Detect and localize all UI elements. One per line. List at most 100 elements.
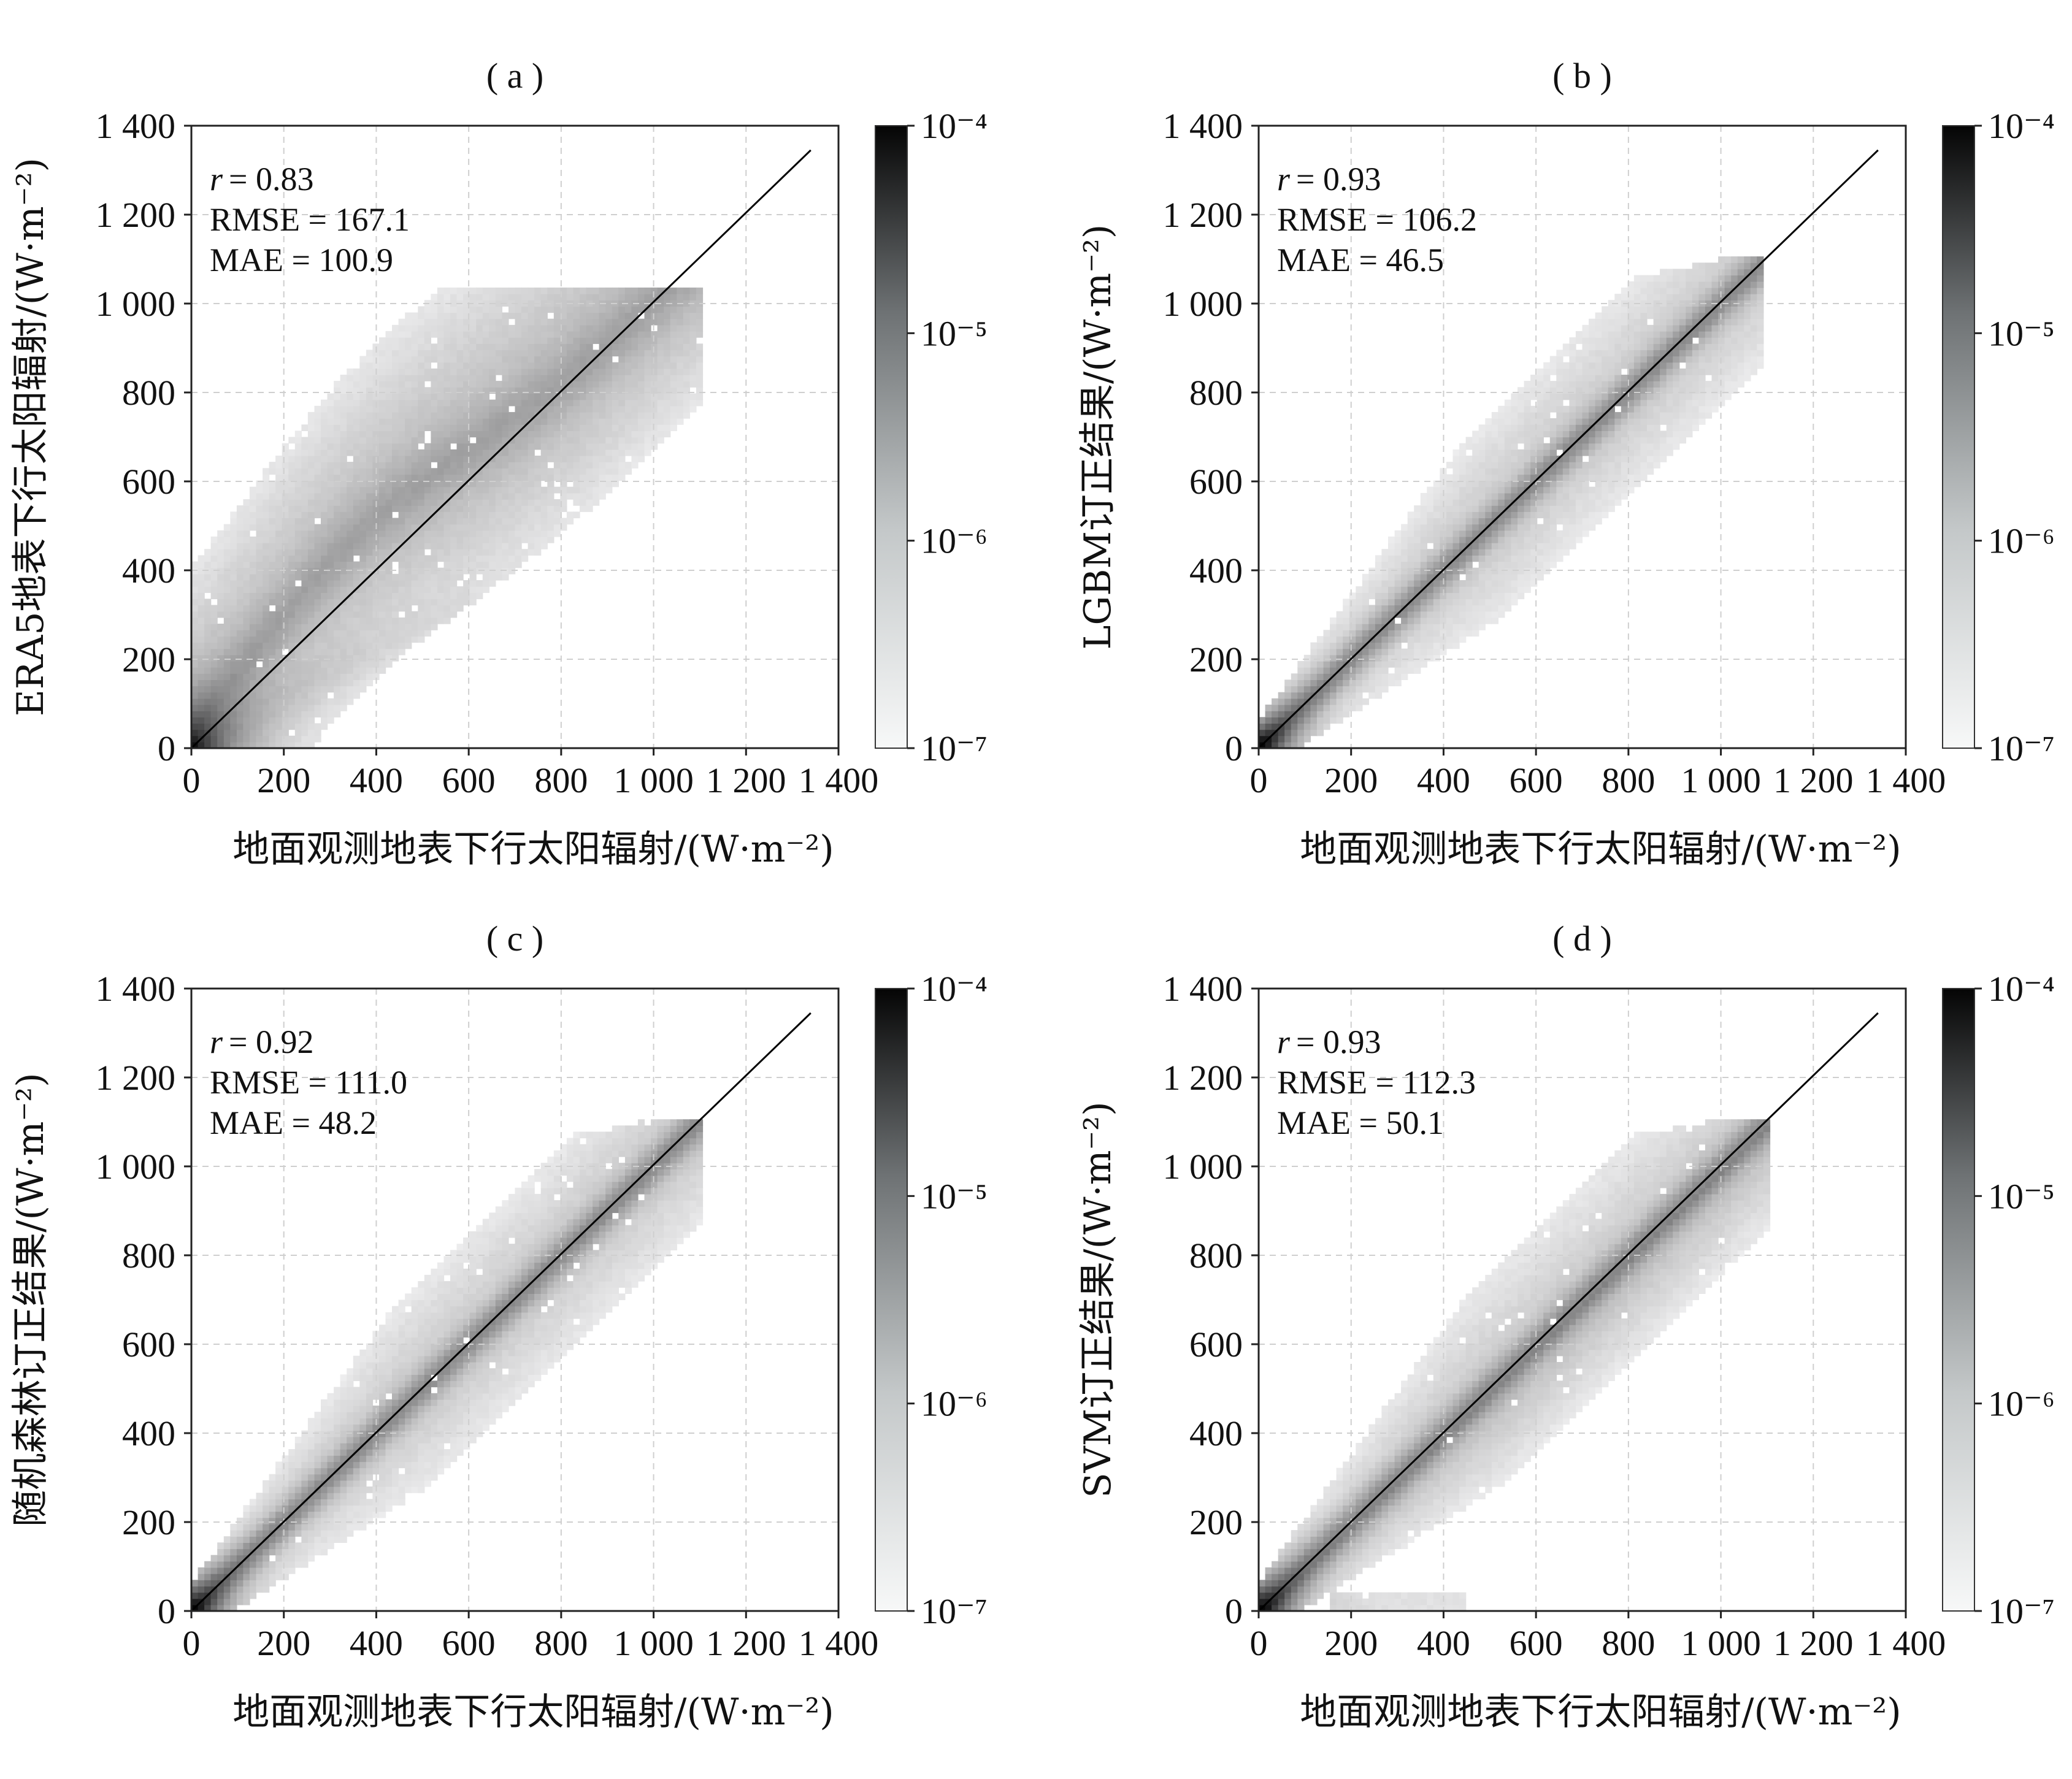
density-cell [560,499,567,506]
density-cell [385,592,393,600]
density-cell [1549,555,1557,562]
density-cell [463,294,470,300]
density-cell [307,617,315,624]
density-cell [198,555,205,562]
density-cell [495,337,502,344]
density-cell [534,424,542,431]
density-cell [456,424,464,431]
density-cell [198,660,205,668]
density-cell [301,660,309,668]
density-cell [502,393,509,400]
density-cell [1330,705,1337,711]
density-cell [1414,648,1421,656]
density-cell [1511,555,1518,562]
density-cell [1537,449,1544,456]
density-cell [540,536,548,543]
density-cell [547,294,554,300]
stat-r-symbol: r [210,161,223,197]
density-cell [431,393,438,400]
density-cell [1569,437,1576,444]
density-cell [463,536,470,543]
density-cell [443,399,451,407]
density-cell [515,555,522,562]
density-cell [198,611,205,618]
density-cell [1543,468,1551,475]
density-cell [288,636,296,643]
density-cell [1375,592,1383,600]
density-cell [463,375,470,381]
density-cell [314,549,321,556]
density-cell [437,437,445,444]
density-cell [469,586,477,593]
density-cell [534,505,542,512]
density-cell [191,611,199,618]
density-cell [1530,424,1538,431]
density-cell [1518,492,1525,500]
density-cell [191,617,199,624]
density-cell [553,511,561,519]
density-cell [288,692,296,699]
density-cell [1640,443,1648,450]
density-cell [223,561,231,568]
density-cell [327,698,334,705]
density-cell [1633,375,1641,381]
density-cell [599,430,606,438]
density-cell [637,437,645,444]
density-cell [359,630,367,637]
density-cell [508,387,516,394]
density-cell [1284,686,1292,693]
density-cell [495,480,502,488]
density-cell [359,430,367,438]
density-cell [398,636,405,643]
density-cell [191,654,199,662]
density-cell [1433,543,1440,549]
density-cell [1362,673,1369,680]
density-cell [223,599,231,606]
density-cell [243,573,250,581]
density-cell [540,486,548,494]
density-cell [1608,424,1615,431]
density-cell [489,492,496,500]
density-cell [1498,505,1505,512]
density-cell [366,356,374,363]
density-cell [528,456,535,462]
density-cell [631,362,639,369]
density-cell [1368,686,1376,693]
density-cell [288,667,296,674]
density-cell [463,411,470,419]
density-cell [489,399,496,407]
density-cell [314,474,321,481]
density-cell [618,356,626,363]
density-cell [334,492,341,500]
density-cell [1381,561,1389,568]
density-cell [1504,592,1512,600]
density-cell [321,462,328,469]
density-cell [605,468,613,475]
density-cell [437,449,445,456]
density-cell [249,624,257,630]
density-cell [1627,468,1635,475]
density-cell [307,654,315,662]
density-cell [1310,679,1318,687]
plot-frame [190,124,840,749]
density-cell [547,331,554,338]
density-cell [1647,437,1654,444]
density-cell [657,375,664,381]
density-cell [1627,456,1635,462]
density-cell [456,294,464,300]
density-cell [1433,480,1440,488]
density-cell [1375,667,1383,674]
density-cell [301,486,309,494]
density-cell [534,511,542,519]
density-cell [1518,586,1525,593]
density-cell [456,324,464,332]
density-cell [553,294,561,300]
density-cell [405,356,412,363]
density-cell [204,741,212,749]
density-cell [282,592,289,600]
density-cell [1640,324,1648,332]
density-cell [1511,393,1518,400]
density-cell [1303,686,1311,693]
density-cell [307,673,315,680]
density-cell [1485,605,1492,612]
